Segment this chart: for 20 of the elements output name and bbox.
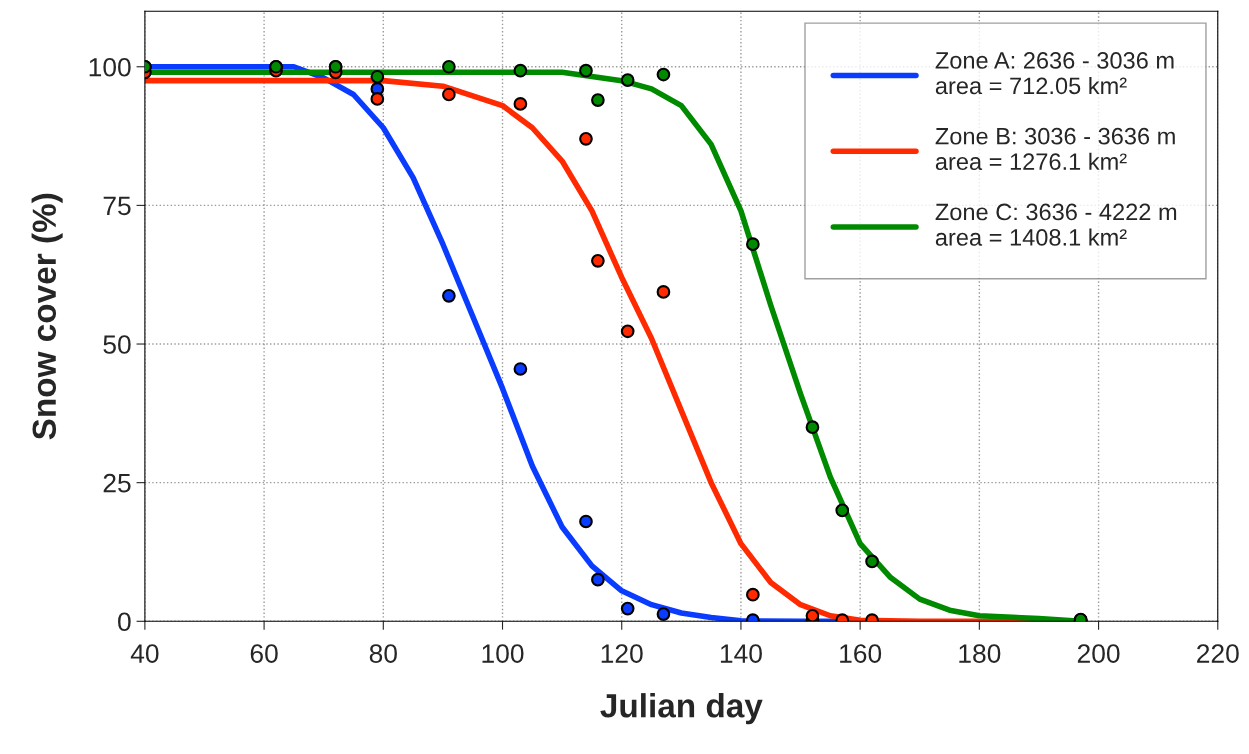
x-tick-label: 140 <box>720 644 762 663</box>
x-tick-label: 180 <box>959 644 1001 663</box>
x-axis-title: Julian day <box>600 693 763 725</box>
x-tick-label: 40 <box>130 644 159 663</box>
x-tick-label: 100 <box>482 644 524 663</box>
y-axis-title: Snow cover (%) <box>31 193 63 440</box>
x-tick-label: 80 <box>369 644 397 663</box>
x-tick-label: 60 <box>250 644 278 663</box>
y-tick-label: 100 <box>89 57 131 77</box>
legend-label: Zone B: 3036 - 3636 m area = 1276.1 km² <box>935 127 1175 170</box>
x-tick-label: 200 <box>1077 644 1120 663</box>
y-tick-label: 25 <box>103 473 131 493</box>
x-tick-label: 120 <box>601 644 643 663</box>
x-tick-label: 160 <box>840 644 882 663</box>
y-tick-label: 50 <box>103 335 131 354</box>
y-tick-label: 75 <box>103 196 131 216</box>
legend-label: Zone A: 2636 - 3036 m area = 712.05 km² <box>935 52 1174 95</box>
y-tick-label: 0 <box>118 612 131 632</box>
x-tick-label: 220 <box>1197 644 1239 663</box>
legend-label: Zone C: 3636 - 4222 m area = 1408.1 km² <box>935 203 1177 246</box>
